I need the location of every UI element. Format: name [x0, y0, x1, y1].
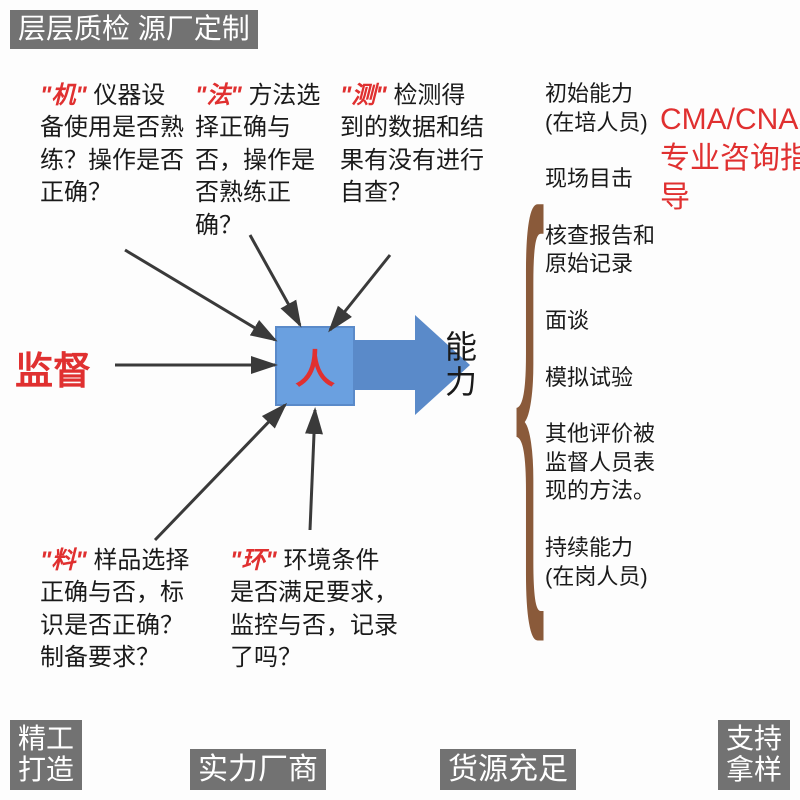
- node-machine-red: "机": [40, 82, 87, 109]
- capability-char: 能力: [445, 330, 477, 400]
- node-material: "料" 样品选择正确与否，标识是否正确？制备要求？: [40, 545, 200, 675]
- node-env-red: "环": [230, 547, 277, 574]
- title-l1: CMA/CNAS: [660, 100, 800, 139]
- big-arrow-shaft: [355, 340, 415, 390]
- overlay-bl-l1: 精工: [18, 724, 74, 755]
- ability-item-4: 模拟试验: [545, 364, 695, 393]
- overlay-br2-l2: 拿样: [726, 755, 782, 786]
- node-method-red: "法": [195, 82, 242, 109]
- node-test: "测" 检测得到的数据和结果有没有进行自查？: [340, 80, 485, 210]
- node-test-red: "测": [340, 82, 387, 109]
- capability-label: 能力: [445, 330, 477, 400]
- node-machine: "机" 仪器设备使用是否熟练？操作是否正确？: [40, 80, 185, 210]
- center-person-box: 人: [275, 326, 355, 406]
- overlay-bottom-right1: 货源充足: [440, 749, 576, 790]
- node-material-red: "料": [40, 547, 87, 574]
- overlay-bottom-right2: 支持 拿样: [718, 720, 790, 790]
- overlay-bl-l2: 打造: [18, 755, 74, 786]
- ability-item-3: 面谈: [545, 307, 695, 336]
- node-method: "法" 方法选择正确与否，操作是否熟练正确？: [195, 80, 330, 242]
- node-env: "环" 环境条件是否满足要求，监控与否，记录了吗？: [230, 545, 400, 675]
- overlay-bottom-mid: 实力厂商: [190, 749, 326, 790]
- title-block: CMA/CNAS 专业咨询指导: [660, 100, 800, 217]
- overlay-br2-l1: 支持: [726, 724, 782, 755]
- brace-icon: {: [515, 114, 545, 652]
- title-l2: 专业咨询指导: [660, 139, 800, 217]
- ability-item-2: 核查报告和 原始记录: [545, 222, 695, 279]
- ability-item-5: 其他评价被 监督人员表 现的方法。: [545, 420, 695, 506]
- ability-item-6: 持续能力 (在岗人员): [545, 534, 695, 591]
- supervise-label: 监督: [15, 340, 91, 395]
- overlay-bottom-left: 精工 打造: [10, 720, 82, 790]
- person-char: 人: [295, 337, 335, 395]
- overlay-top-left: 层层质检 源厂定制: [10, 10, 258, 49]
